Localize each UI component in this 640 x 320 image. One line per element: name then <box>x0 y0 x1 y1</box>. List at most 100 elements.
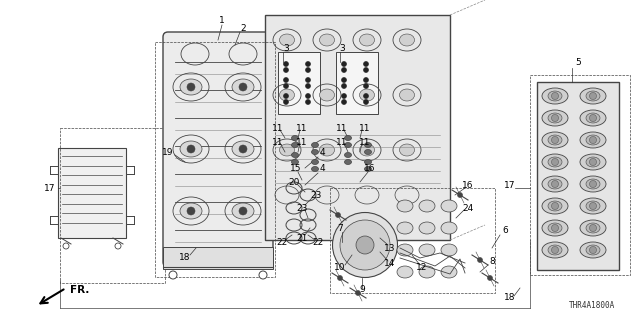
Text: 13: 13 <box>384 244 396 252</box>
Ellipse shape <box>580 176 606 192</box>
Ellipse shape <box>319 89 335 101</box>
Ellipse shape <box>291 159 298 164</box>
Text: 4: 4 <box>319 164 325 172</box>
Ellipse shape <box>115 243 121 249</box>
Ellipse shape <box>548 157 562 167</box>
Ellipse shape <box>365 149 371 155</box>
Ellipse shape <box>187 83 195 91</box>
Ellipse shape <box>552 180 559 188</box>
Ellipse shape <box>548 201 562 211</box>
Text: 16: 16 <box>364 164 376 172</box>
Ellipse shape <box>342 77 346 83</box>
Ellipse shape <box>259 271 267 279</box>
Text: 22: 22 <box>312 237 324 246</box>
Text: 3: 3 <box>283 44 289 52</box>
Text: 21: 21 <box>296 234 308 243</box>
Ellipse shape <box>365 142 371 148</box>
Ellipse shape <box>365 159 371 164</box>
Ellipse shape <box>552 246 559 253</box>
Ellipse shape <box>284 68 289 73</box>
Text: 11: 11 <box>359 124 371 132</box>
Ellipse shape <box>305 77 310 83</box>
Text: 19: 19 <box>163 148 173 156</box>
Ellipse shape <box>232 203 254 219</box>
Ellipse shape <box>187 207 195 215</box>
Ellipse shape <box>342 100 346 105</box>
Text: 11: 11 <box>336 124 348 132</box>
Ellipse shape <box>364 61 369 67</box>
Bar <box>265 15 450 240</box>
Ellipse shape <box>589 137 596 143</box>
Ellipse shape <box>586 113 600 123</box>
Ellipse shape <box>586 91 600 101</box>
Ellipse shape <box>548 113 562 123</box>
Ellipse shape <box>548 223 562 233</box>
Ellipse shape <box>239 145 247 153</box>
Ellipse shape <box>239 83 247 91</box>
Bar <box>58 148 126 238</box>
Ellipse shape <box>344 153 351 157</box>
Ellipse shape <box>291 142 298 148</box>
Ellipse shape <box>319 144 335 156</box>
Text: 8: 8 <box>489 258 495 267</box>
Ellipse shape <box>284 61 289 67</box>
Ellipse shape <box>305 68 310 73</box>
Ellipse shape <box>344 135 351 140</box>
Ellipse shape <box>364 100 369 105</box>
Ellipse shape <box>319 34 335 46</box>
Ellipse shape <box>586 201 600 211</box>
Ellipse shape <box>364 77 369 83</box>
Ellipse shape <box>397 200 413 212</box>
Ellipse shape <box>458 193 463 197</box>
Text: 15: 15 <box>291 164 301 172</box>
Ellipse shape <box>542 198 568 214</box>
Ellipse shape <box>580 132 606 148</box>
Text: 24: 24 <box>462 204 474 212</box>
Ellipse shape <box>397 222 413 234</box>
Text: 2: 2 <box>240 23 246 33</box>
Text: 4: 4 <box>319 148 325 156</box>
Ellipse shape <box>169 271 177 279</box>
Ellipse shape <box>180 203 202 219</box>
Ellipse shape <box>232 79 254 95</box>
Ellipse shape <box>441 244 457 256</box>
Ellipse shape <box>342 68 346 73</box>
Ellipse shape <box>488 276 493 281</box>
Ellipse shape <box>419 244 435 256</box>
Ellipse shape <box>580 88 606 104</box>
Ellipse shape <box>580 220 606 236</box>
Ellipse shape <box>344 142 351 148</box>
Text: 11: 11 <box>272 138 284 147</box>
Ellipse shape <box>548 91 562 101</box>
Text: 11: 11 <box>336 138 348 147</box>
Ellipse shape <box>548 245 562 255</box>
Ellipse shape <box>397 266 413 278</box>
Text: 7: 7 <box>337 223 343 233</box>
Ellipse shape <box>291 153 298 157</box>
Ellipse shape <box>312 149 319 155</box>
Ellipse shape <box>312 159 319 164</box>
Text: 11: 11 <box>296 124 308 132</box>
Ellipse shape <box>586 179 600 189</box>
Text: 9: 9 <box>359 285 365 294</box>
Ellipse shape <box>280 89 294 101</box>
Text: 18: 18 <box>504 293 516 302</box>
Bar <box>163 247 273 269</box>
Ellipse shape <box>542 242 568 258</box>
Ellipse shape <box>552 225 559 231</box>
Text: 23: 23 <box>296 204 308 212</box>
Ellipse shape <box>364 93 369 99</box>
Ellipse shape <box>187 145 195 153</box>
Ellipse shape <box>360 34 374 46</box>
Ellipse shape <box>441 222 457 234</box>
Ellipse shape <box>284 93 289 99</box>
Text: 1: 1 <box>219 15 225 25</box>
Ellipse shape <box>586 135 600 145</box>
Ellipse shape <box>419 266 435 278</box>
Ellipse shape <box>580 242 606 258</box>
Ellipse shape <box>333 212 397 277</box>
Ellipse shape <box>589 203 596 210</box>
Ellipse shape <box>364 84 369 89</box>
Ellipse shape <box>356 236 374 254</box>
Ellipse shape <box>284 84 289 89</box>
